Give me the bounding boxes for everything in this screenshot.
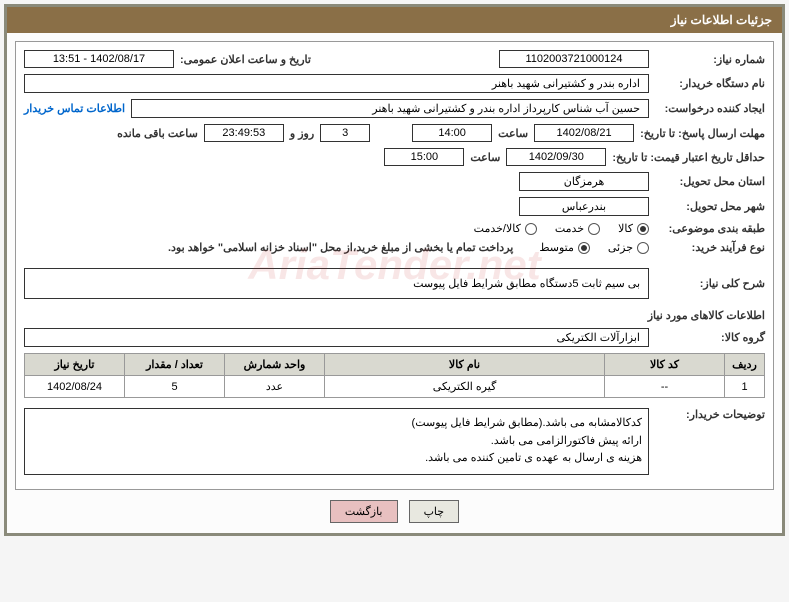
th-code: کد کالا [605, 354, 725, 376]
payment-note: پرداخت تمام یا بخشی از مبلغ خرید،از محل … [168, 241, 513, 254]
th-date: تاریخ نیاز [25, 354, 125, 376]
deadline-date: 1402/08/21 [534, 124, 634, 142]
td-date: 1402/08/24 [25, 376, 125, 398]
radio-dot-icon [578, 242, 590, 254]
overview-text: بی سیم ثابت 5دستگاه مطابق شرایط فایل پیو… [413, 278, 640, 290]
details-panel: AriaTender.net شماره نیاز: 1102003721000… [15, 41, 774, 490]
radio-service[interactable]: خدمت [555, 222, 600, 235]
row-city: شهر محل تحویل: بندرعباس [24, 197, 765, 216]
goods-table: ردیف کد کالا نام کالا واحد شمارش تعداد /… [24, 353, 765, 398]
overview-label: شرح کلی نیاز: [655, 277, 765, 290]
buyer-org-value: اداره بندر و کشتیرانی شهید باهنر [24, 74, 649, 93]
radio-goods[interactable]: کالا [618, 222, 649, 235]
validity-time: 15:00 [384, 148, 464, 166]
row-goods-group: گروه کالا: ابزارآلات الکتریکی [24, 328, 765, 347]
button-bar: چاپ بازگشت [7, 500, 782, 523]
validity-label: حداقل تاریخ اعتبار قیمت: تا تاریخ: [612, 151, 765, 164]
table-header-row: ردیف کد کالا نام کالا واحد شمارش تعداد /… [25, 354, 765, 376]
announce-value: 1402/08/17 - 13:51 [24, 50, 174, 68]
goods-group-value: ابزارآلات الکتریکی [24, 328, 649, 347]
table-row: 1 -- گیره الکتریکی عدد 5 1402/08/24 [25, 376, 765, 398]
buyer-notes-line2: ارائه پیش فاکتورالزامی می باشد. [31, 433, 642, 451]
row-validity: حداقل تاریخ اعتبار قیمت: تا تاریخ: 1402/… [24, 148, 765, 166]
radio-both-label: کالا/خدمت [474, 222, 521, 235]
overview-box: بی سیم ثابت 5دستگاه مطابق شرایط فایل پیو… [24, 268, 649, 299]
radio-dot-icon [588, 223, 600, 235]
category-label: طبقه بندی موضوعی: [655, 222, 765, 235]
radio-medium-label: متوسط [539, 241, 574, 254]
remaining-label: ساعت باقی مانده [117, 127, 198, 140]
contact-link[interactable]: اطلاعات تماس خریدار [24, 102, 125, 115]
row-buyer-org: نام دستگاه خریدار: اداره بندر و کشتیرانی… [24, 74, 765, 93]
row-overview: شرح کلی نیاز: بی سیم ثابت 5دستگاه مطابق … [24, 268, 765, 299]
days-remaining: 3 [320, 124, 370, 142]
row-process: نوع فرآیند خرید: جزئی متوسط پرداخت تمام … [24, 241, 765, 254]
th-name: نام کالا [325, 354, 605, 376]
radio-dot-icon [525, 223, 537, 235]
row-requester: ایجاد کننده درخواست: حسین آب شناس کارپرد… [24, 99, 765, 118]
page-title-bar: جزئیات اطلاعات نیاز [7, 7, 782, 33]
deadline-time: 14:00 [412, 124, 492, 142]
countdown: 23:49:53 [204, 124, 284, 142]
process-label: نوع فرآیند خرید: [655, 241, 765, 254]
td-qty: 5 [125, 376, 225, 398]
page-title: جزئیات اطلاعات نیاز [671, 13, 772, 27]
th-unit: واحد شمارش [225, 354, 325, 376]
td-row: 1 [725, 376, 765, 398]
city-value: بندرعباس [519, 197, 649, 216]
td-unit: عدد [225, 376, 325, 398]
goods-info-header: اطلاعات کالاهای مورد نیاز [24, 309, 765, 322]
time-label-2: ساعت [470, 151, 500, 164]
requester-value: حسین آب شناس کارپرداز اداره بندر و کشتیر… [131, 99, 649, 118]
city-label: شهر محل تحویل: [655, 200, 765, 213]
print-button[interactable]: چاپ [409, 500, 460, 523]
deadline-label: مهلت ارسال پاسخ: تا تاریخ: [640, 127, 765, 140]
row-need-no: شماره نیاز: 1102003721000124 تاریخ و ساع… [24, 50, 765, 68]
time-label-1: ساعت [498, 127, 528, 140]
radio-service-label: خدمت [555, 222, 584, 235]
th-row: ردیف [725, 354, 765, 376]
radio-dot-icon [637, 242, 649, 254]
outer-frame: جزئیات اطلاعات نیاز AriaTender.net شماره… [4, 4, 785, 536]
row-province: استان محل تحویل: هرمزگان [24, 172, 765, 191]
radio-goods-label: کالا [618, 222, 633, 235]
buyer-notes-line1: کدکالامشابه می باشد.(مطابق شرایط فایل پی… [31, 415, 642, 433]
row-category: طبقه بندی موضوعی: کالا خدمت کالا/خدمت [24, 222, 765, 235]
radio-minor[interactable]: جزئی [608, 241, 649, 254]
radio-both[interactable]: کالا/خدمت [474, 222, 537, 235]
th-qty: تعداد / مقدار [125, 354, 225, 376]
radio-dot-icon [637, 223, 649, 235]
goods-group-label: گروه کالا: [655, 331, 765, 344]
radio-medium[interactable]: متوسط [539, 241, 590, 254]
row-buyer-notes: توضیحات خریدار: کدکالامشابه می باشد.(مطا… [24, 408, 765, 475]
province-value: هرمزگان [519, 172, 649, 191]
requester-label: ایجاد کننده درخواست: [655, 102, 765, 115]
back-button[interactable]: بازگشت [330, 500, 398, 523]
validity-date: 1402/09/30 [506, 148, 606, 166]
buyer-notes-line3: هزینه ی ارسال به عهده ی تامین کننده می ب… [31, 450, 642, 468]
buyer-org-label: نام دستگاه خریدار: [655, 77, 765, 90]
buyer-notes-label: توضیحات خریدار: [655, 408, 765, 421]
announce-label: تاریخ و ساعت اعلان عمومی: [180, 53, 311, 66]
need-no-label: شماره نیاز: [655, 53, 765, 66]
radio-minor-label: جزئی [608, 241, 633, 254]
category-radio-group: کالا خدمت کالا/خدمت [474, 222, 649, 235]
process-radio-group: جزئی متوسط [539, 241, 649, 254]
buyer-notes-box: کدکالامشابه می باشد.(مطابق شرایط فایل پی… [24, 408, 649, 475]
td-name: گیره الکتریکی [325, 376, 605, 398]
td-code: -- [605, 376, 725, 398]
province-label: استان محل تحویل: [655, 175, 765, 188]
need-no-value: 1102003721000124 [499, 50, 649, 68]
days-label: روز و [290, 127, 314, 140]
row-deadline: مهلت ارسال پاسخ: تا تاریخ: 1402/08/21 سا… [24, 124, 765, 142]
